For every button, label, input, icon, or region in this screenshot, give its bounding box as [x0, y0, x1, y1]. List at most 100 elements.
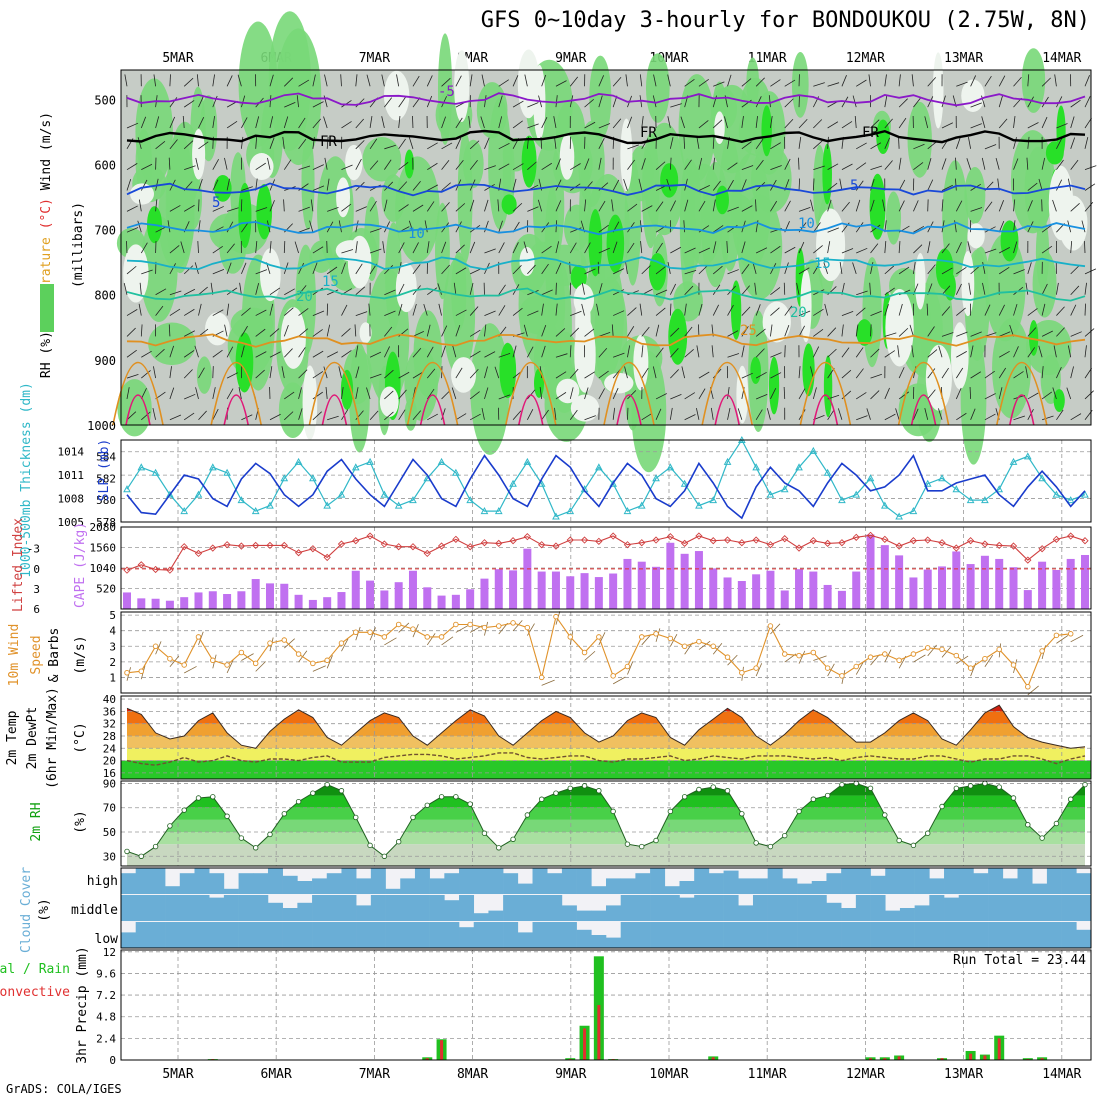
wind10-barb	[155, 641, 162, 655]
wind-barb	[569, 242, 577, 254]
cloud-middle-bar	[370, 895, 386, 921]
wind-barb	[613, 352, 625, 358]
cape-bar	[366, 580, 375, 609]
wind-barb	[239, 282, 242, 295]
li-point	[609, 532, 617, 540]
wind-barb	[398, 303, 403, 316]
wind-barb	[598, 123, 611, 129]
li-point	[223, 541, 231, 549]
wind-barb	[827, 199, 832, 212]
cloud-high-bar	[708, 873, 724, 894]
wind-barb	[684, 392, 696, 400]
wind10-point	[824, 665, 831, 671]
cloud-middle-bar	[429, 895, 445, 921]
wind-barb	[326, 266, 338, 275]
wind-barb	[212, 179, 219, 191]
li-point	[495, 539, 503, 548]
rh2m-point	[710, 784, 716, 790]
cloud-middle-bar	[356, 905, 372, 921]
thickness-point	[909, 507, 918, 515]
wind-barb	[898, 200, 905, 212]
cloud-level-low: low	[95, 932, 119, 947]
wind-barb	[355, 241, 358, 254]
wind10-barb	[913, 654, 926, 663]
wind-barb	[669, 407, 673, 420]
wind-barb	[423, 303, 428, 316]
wind-barb	[810, 199, 814, 212]
wind10-point	[496, 623, 502, 629]
wind-barb	[1084, 183, 1096, 191]
cloud-middle-bar	[620, 895, 636, 921]
wind-barb	[512, 75, 519, 87]
temp-tick: 16	[103, 767, 116, 780]
wind-barb	[469, 413, 481, 421]
wind-barb	[426, 388, 435, 400]
thickness-tick: 584	[96, 450, 116, 463]
wind-barb	[638, 178, 643, 191]
li-point	[952, 544, 960, 552]
thickness-point	[795, 463, 803, 471]
cape-bar	[408, 570, 417, 609]
wind-barb	[424, 220, 428, 233]
wind-barb	[755, 328, 766, 337]
rh-cell-high	[822, 143, 832, 205]
wind10-point	[982, 655, 988, 662]
li-point	[366, 532, 374, 540]
wind10-point	[124, 670, 130, 676]
wind-barb	[555, 353, 568, 358]
wind-barb	[269, 328, 280, 337]
cloud-middle-bar	[326, 895, 342, 921]
li-point	[595, 537, 603, 546]
isotherm-30	[210, 361, 262, 426]
wind-barb	[237, 74, 242, 87]
wind-barb	[326, 351, 339, 358]
wind-barb	[539, 386, 543, 399]
wind-barb	[655, 324, 660, 337]
wind-barb	[269, 116, 274, 129]
cape-bar	[966, 564, 975, 609]
cloud-middle-bar	[767, 895, 783, 921]
cloud-high-bar	[312, 878, 328, 894]
wind-barb	[527, 310, 539, 316]
cloud-level-middle: middle	[71, 903, 118, 918]
rh-cell-high	[1053, 389, 1065, 412]
thickness-point	[666, 463, 675, 471]
isotherm-35	[419, 394, 446, 426]
wind-barb	[927, 349, 938, 358]
wind-barb	[553, 116, 557, 129]
wind-barb	[296, 95, 299, 108]
wind-barb	[784, 98, 794, 108]
wind-barb	[727, 407, 731, 420]
wind-barb	[312, 411, 322, 421]
wind-barb	[998, 304, 1005, 316]
wind-barb	[240, 136, 244, 149]
thickness-point	[823, 468, 832, 476]
wind-barb	[155, 288, 167, 296]
cloud-low-bar	[899, 922, 915, 948]
wind-barb	[827, 82, 840, 87]
wind-barb	[554, 136, 557, 149]
wind-barb	[754, 282, 757, 295]
wind-barb	[141, 370, 151, 379]
thickness-point	[294, 457, 303, 465]
rh-cell-dry	[259, 248, 281, 302]
wind-barb	[927, 179, 934, 191]
rh-cell	[885, 191, 902, 245]
cloud-high-bar	[253, 873, 269, 894]
wind-barb	[970, 207, 983, 212]
wind-barb	[784, 246, 796, 254]
pressure-tick: 900	[94, 354, 116, 368]
wind-barb	[627, 326, 635, 337]
contour-label: 5	[212, 195, 220, 211]
wind-barb	[441, 264, 450, 275]
isotherm-30	[996, 361, 1048, 426]
wind10-point	[967, 665, 974, 671]
cape-bar	[1038, 561, 1047, 609]
wind10-point	[224, 662, 230, 668]
wind10-barb	[184, 666, 197, 674]
wind-barb	[612, 268, 625, 275]
rh2m-point	[267, 831, 273, 838]
wind-barb	[1056, 123, 1068, 129]
wind-barb	[484, 165, 496, 171]
wind-barb	[1041, 96, 1049, 108]
